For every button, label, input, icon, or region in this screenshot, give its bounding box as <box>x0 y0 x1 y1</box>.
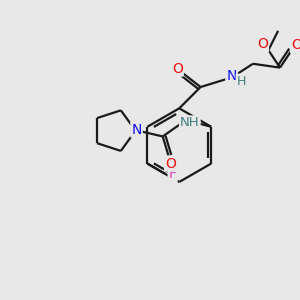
Text: N: N <box>226 69 237 83</box>
Text: O: O <box>165 157 176 171</box>
Text: NH: NH <box>180 116 200 129</box>
Text: F: F <box>169 167 177 181</box>
Text: O: O <box>172 61 183 76</box>
Text: N: N <box>131 123 142 137</box>
Text: H: H <box>237 75 246 88</box>
Text: O: O <box>291 38 300 52</box>
Text: O: O <box>257 38 268 51</box>
